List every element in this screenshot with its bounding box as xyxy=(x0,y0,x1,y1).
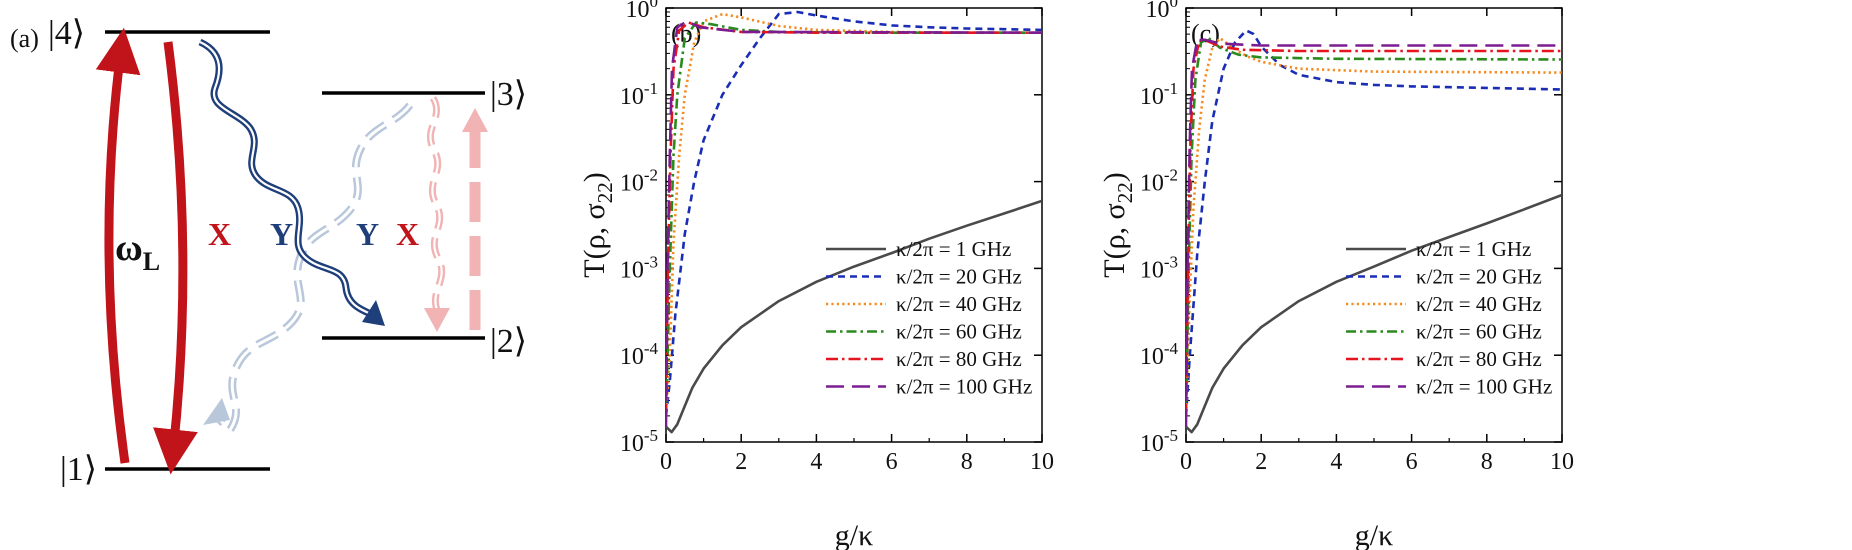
y-axis-label: T(ρ, σ22) xyxy=(578,172,617,277)
legend: κ/2π = 1 GHz κ/2π = 20 GHz κ/2π = 40 GHz κ/… xyxy=(826,237,1032,399)
pink-wave-arrowhead xyxy=(424,308,450,332)
laser-label: ωL xyxy=(115,227,160,276)
label-x-left: X xyxy=(208,216,231,252)
x-tick-label: 6 xyxy=(1406,449,1418,475)
x-tick-label: 2 xyxy=(735,449,747,475)
legend-label: κ/2π = 60 GHz xyxy=(896,320,1022,344)
decay-4-2-wave xyxy=(198,38,382,322)
x-axis-label: g/κ xyxy=(1355,519,1393,550)
y-axis-label: T(ρ, σ22) xyxy=(1098,172,1137,277)
y-tick-label: 10-2 xyxy=(1140,166,1178,197)
y-tick-label: 10-5 xyxy=(1140,426,1178,457)
level-3-label: |3⟩ xyxy=(490,76,527,113)
decay-3-1-arrowhead xyxy=(203,398,230,425)
y-tick-label: 10-1 xyxy=(1140,79,1178,110)
legend-label: κ/2π = 1 GHz xyxy=(1416,237,1531,261)
y-tick-label: 10-1 xyxy=(620,79,658,110)
decay-4-2-arrowhead xyxy=(362,300,385,326)
x-tick-label: 8 xyxy=(961,449,973,475)
level-2-label: |2⟩ xyxy=(490,323,527,360)
panel-label-a: (a) xyxy=(10,24,39,53)
legend-label: κ/2π = 80 GHz xyxy=(1416,347,1542,371)
label-x-right: X xyxy=(396,216,419,252)
y-tick-label: 100 xyxy=(626,0,659,23)
chart-panel-c: 0 2 4 6 8 10 10-5 10-4 10-3 10-2 10-1 100 g/κ T(ρ, σ2… xyxy=(1098,0,1574,550)
series-line-4 xyxy=(1186,36,1562,416)
series-line-6 xyxy=(666,20,1042,427)
x-tick-label: 4 xyxy=(810,449,822,475)
x-tick-label: 0 xyxy=(1180,449,1192,475)
series-line-2 xyxy=(666,10,1042,417)
y-tick-label: 10-3 xyxy=(1140,252,1178,283)
chart-panel-b: 0 2 4 6 8 10 10-5 10-4 10-3 10-2 10-1 100 g/κ T(ρ, σ2… xyxy=(578,0,1054,550)
y-tick-label: 10-4 xyxy=(620,339,659,370)
x-tick-label: 0 xyxy=(660,449,672,475)
laser-down-arrow xyxy=(153,41,198,475)
legend-label: κ/2π = 20 GHz xyxy=(896,265,1022,289)
decay-3-1-wave xyxy=(215,102,414,437)
level-1-label: |1⟩ xyxy=(60,451,97,488)
x-axis-label: g/κ xyxy=(835,519,873,550)
pink-dashed-arrowhead xyxy=(462,108,488,132)
legend: κ/2π = 1 GHz κ/2π = 20 GHz κ/2π = 40 GHz κ/… xyxy=(1346,237,1552,399)
x-tick-label: 8 xyxy=(1481,449,1493,475)
series-line-1 xyxy=(1186,193,1562,434)
level-4-label: |4⟩ xyxy=(48,15,85,52)
y-tick-label: 10-5 xyxy=(620,426,658,457)
legend-label: κ/2π = 100 GHz xyxy=(896,375,1032,399)
label-y-left: Y xyxy=(270,216,293,252)
legend-label: κ/2π = 20 GHz xyxy=(1416,265,1542,289)
y-tick-label: 100 xyxy=(1146,0,1179,23)
x-tick-label: 2 xyxy=(1255,449,1267,475)
y-tick-label: 10-2 xyxy=(620,166,658,197)
legend-label: κ/2π = 60 GHz xyxy=(1416,320,1542,344)
series-line-2 xyxy=(1186,29,1562,416)
legend-label: κ/2π = 1 GHz xyxy=(896,237,1011,261)
label-y-right: Y xyxy=(356,216,379,252)
legend-label: κ/2π = 100 GHz xyxy=(1416,375,1552,399)
series-group xyxy=(666,10,1042,434)
series-group xyxy=(1186,29,1562,434)
series-line-1 xyxy=(666,199,1042,434)
x-tick-label: 4 xyxy=(1330,449,1342,475)
x-tick-label: 10 xyxy=(1030,449,1054,475)
legend-label: κ/2π = 80 GHz xyxy=(896,347,1022,371)
x-tick-label: 10 xyxy=(1550,449,1574,475)
level-diagram: (a) |4⟩ |3⟩ |2⟩ |1⟩ ωL X Y Y X xyxy=(10,15,527,488)
y-tick-label: 10-4 xyxy=(1140,339,1179,370)
y-tick-label: 10-3 xyxy=(620,252,658,283)
laser-up-arrow xyxy=(95,27,141,464)
legend-label: κ/2π = 40 GHz xyxy=(896,292,1022,316)
x-tick-label: 6 xyxy=(886,449,898,475)
legend-label: κ/2π = 40 GHz xyxy=(1416,292,1542,316)
